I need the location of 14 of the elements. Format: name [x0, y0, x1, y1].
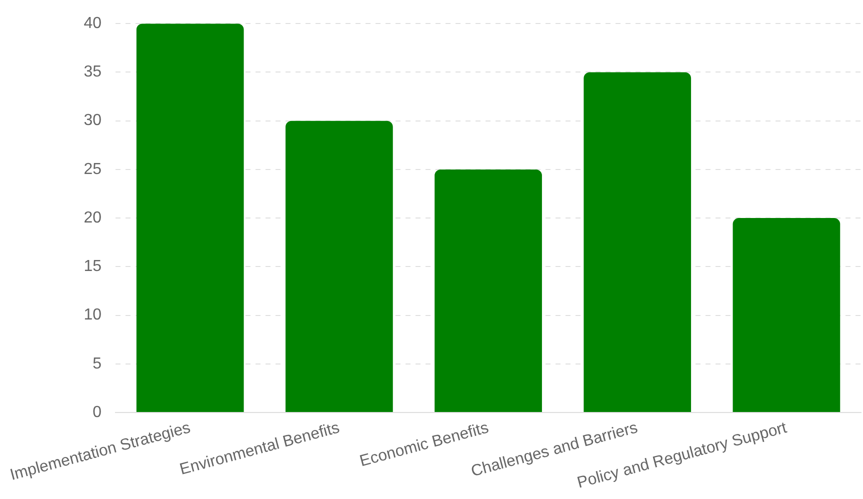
bar [584, 72, 692, 412]
bar [434, 169, 542, 412]
bar [732, 218, 840, 412]
y-tick-label: 5 [92, 355, 102, 372]
y-tick-label: 25 [84, 160, 102, 178]
y-tick-label: 30 [84, 112, 102, 130]
bar [136, 24, 244, 412]
y-tick-label: 0 [92, 404, 102, 421]
y-tick-label: 40 [84, 15, 102, 32]
y-tick-label: 35 [84, 64, 102, 81]
y-tick-label: 20 [84, 209, 102, 226]
y-tick-label: 15 [84, 258, 102, 276]
y-tick-label: 10 [84, 306, 102, 324]
bar [286, 120, 393, 412]
